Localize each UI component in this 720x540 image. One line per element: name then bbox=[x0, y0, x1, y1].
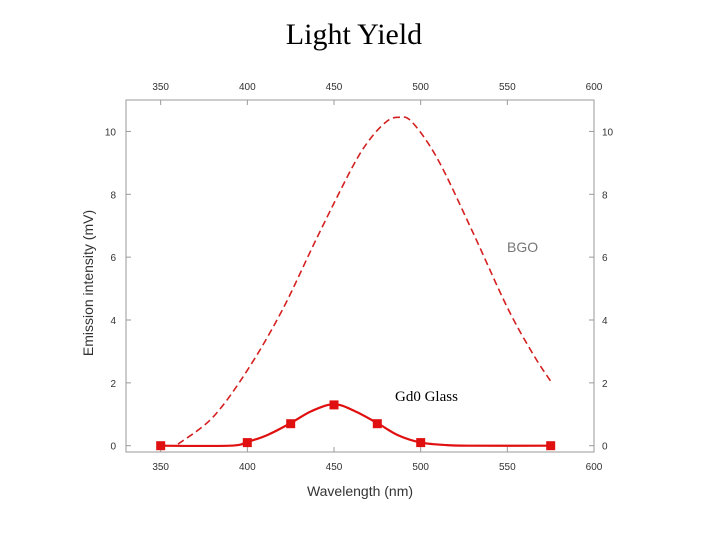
slide-title: Light Yield bbox=[285, 18, 423, 51]
y-tick-label-left: 0 bbox=[110, 442, 116, 453]
x-tick-label-top: 400 bbox=[239, 82, 256, 93]
series-line-gd0-glass bbox=[160, 403, 551, 448]
x-tick-label-top: 500 bbox=[412, 82, 429, 93]
x-tick-label-top: 450 bbox=[326, 82, 343, 93]
gd0-glass-point bbox=[242, 438, 252, 448]
plot-frame bbox=[125, 99, 595, 453]
series-lines bbox=[160, 116, 552, 448]
x-tick-label-bottom: 400 bbox=[239, 462, 256, 473]
y-tick-label-right: 2 bbox=[602, 379, 608, 390]
x-tick-label-bottom: 550 bbox=[499, 462, 516, 473]
gd0-glass-point bbox=[416, 438, 426, 448]
gd0-glass-point bbox=[156, 441, 166, 451]
gd0-glass-point bbox=[372, 419, 382, 429]
series-line-bgo bbox=[177, 116, 552, 445]
x-tick-label-top: 350 bbox=[152, 82, 169, 93]
y-tick-label-right: 0 bbox=[602, 442, 608, 453]
x-tick-label-top: 600 bbox=[586, 82, 603, 93]
y-tick-label-left: 8 bbox=[110, 190, 116, 201]
x-tick-label-bottom: 600 bbox=[586, 462, 603, 473]
y-tick-label-left: 10 bbox=[105, 127, 117, 138]
x-tick-label-bottom: 450 bbox=[326, 462, 343, 473]
series-markers bbox=[156, 400, 556, 451]
y-axis-title: Emission intensity (mV) bbox=[80, 210, 96, 356]
y-tick-label-left: 2 bbox=[110, 379, 116, 390]
y-tick-label-right: 8 bbox=[602, 190, 608, 201]
x-axis-title: Wavelength (nm) bbox=[307, 483, 413, 499]
axis-tick-labels: 350 350 400 400 450 450 500 500 550 550 600 600 0 0 2 2… bbox=[105, 82, 614, 473]
x-tick-label-bottom: 500 bbox=[412, 462, 429, 473]
x-tick-label-bottom: 350 bbox=[152, 462, 169, 473]
gd0-glass-point bbox=[329, 400, 339, 410]
y-tick-label-right: 6 bbox=[602, 253, 608, 264]
series-label-gd0-glass: Gd0 Glass bbox=[395, 389, 458, 405]
y-tick-label-left: 6 bbox=[110, 253, 116, 264]
y-tick-label-right: 4 bbox=[602, 316, 608, 327]
y-tick-label-right: 10 bbox=[602, 127, 614, 138]
gd0-glass-point bbox=[546, 441, 556, 451]
gd0-glass-point bbox=[286, 419, 296, 429]
y-tick-label-left: 4 bbox=[110, 316, 116, 327]
series-label-bgo: BGO bbox=[507, 239, 538, 255]
x-tick-label-top: 550 bbox=[499, 82, 516, 93]
